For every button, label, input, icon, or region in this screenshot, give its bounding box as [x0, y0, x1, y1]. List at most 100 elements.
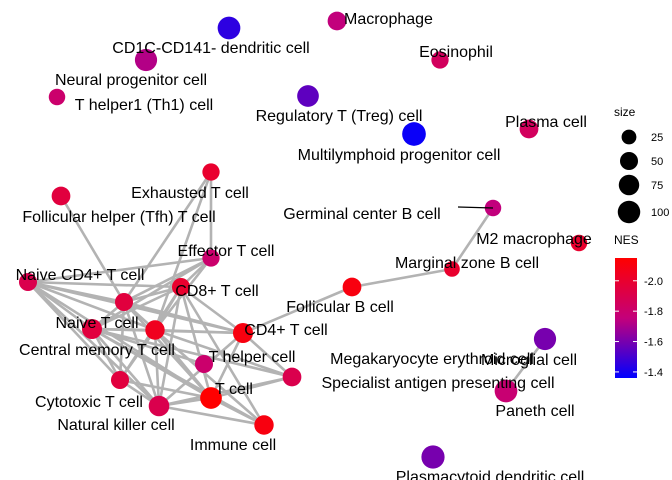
color-legend-label-3: -1.4 — [644, 367, 663, 379]
node-label-M2: M2 macrophage — [476, 231, 592, 248]
node-NaiveT — [114, 292, 134, 312]
node-label-Effector: Effector T cell — [178, 243, 275, 260]
node-label-Plasmacytoid: Plasmacytoid dendritic cell — [396, 469, 585, 480]
edge-Exhausted-CentralMem — [153, 170, 213, 332]
node-CD8 — [171, 277, 191, 297]
edge-layer — [26, 170, 547, 427]
label-leader-GCB — [457, 206, 494, 209]
node-PlasmaCell — [519, 119, 539, 139]
node-label-CD4: CD4+ T cell — [244, 322, 327, 339]
edge-Tcell-Cytotoxic — [118, 378, 213, 400]
edge-CD4-SpecialistAPC — [241, 331, 294, 379]
node-Th1 — [48, 88, 66, 106]
edge-CD8-Tcell — [179, 285, 213, 400]
edge-CentralMem-Immune — [153, 328, 266, 427]
node-layer — [18, 11, 588, 469]
color-legend-title: NES — [614, 233, 639, 247]
node-label-Macrophage: Macrophage — [344, 11, 433, 28]
node-Tfh — [51, 186, 71, 206]
edge-GCB-MZB — [450, 206, 495, 271]
node-Microglial — [533, 327, 557, 351]
size-legend-label-50: 50 — [651, 156, 663, 168]
node-Tcell — [200, 387, 222, 409]
node-DC — [217, 16, 241, 40]
node-label-Th1: T helper1 (Th1) cell — [75, 97, 213, 114]
color-legend-label-1: -1.8 — [644, 306, 663, 318]
node-label-Eosinophil: Eosinophil — [419, 44, 493, 61]
node-label-NK: Natural killer cell — [57, 417, 174, 434]
node-label-NaiveCD4: Naive CD4+ T cell — [16, 267, 145, 284]
edge-CD8-Immune — [179, 285, 266, 427]
size-legend-key-75 — [618, 174, 640, 196]
node-label-Tfh: Follicular helper (Tfh) T cell — [22, 209, 215, 226]
node-label-NaiveT: Naive T cell — [56, 315, 139, 332]
node-label-SpecialistAPC: Specialist antigen presenting cell — [321, 375, 554, 392]
node-label-Exhausted: Exhausted T cell — [131, 185, 249, 202]
edge-NaiveCD4-CD8 — [26, 280, 183, 289]
node-NK — [148, 395, 170, 417]
node-label-MLP: Multilymphoid progenitor cell — [298, 147, 501, 164]
label-layer: Macrophage CD1C-CD141- dendritic cell Eosi… — [16, 11, 592, 480]
edge-NaiveCD4-NK — [26, 280, 161, 408]
node-label-FolB: Follicular B cell — [286, 299, 394, 316]
edge-CentralMem-SpecialistAPC — [153, 328, 294, 379]
node-Treg — [297, 85, 319, 107]
size-legend-title: size — [614, 105, 636, 119]
size-legend-key-100 — [617, 200, 641, 224]
edge-NaiveT-CD4 — [122, 300, 245, 335]
node-label-MegaEry: Megakaryocyte erythroid cell — [330, 351, 534, 368]
node-label-CD8: CD8+ T cell — [175, 283, 258, 300]
node-Exhausted — [202, 163, 220, 181]
edge-NK-Immune — [157, 404, 266, 427]
edge-MZB-FolB — [350, 267, 454, 289]
node-label-NeuralProg: Neural progenitor cell — [55, 72, 207, 89]
node-CentralMem — [145, 320, 165, 340]
legend: size 25 50 75 100 NES -2.0 -1.8 -1.6 -1.4 — [614, 105, 669, 379]
node-MegaEry — [194, 354, 214, 374]
color-legend-label-2: -1.6 — [644, 337, 663, 349]
edge-FolB-CD4 — [241, 285, 354, 335]
node-Paneth — [494, 379, 518, 403]
node-label-MZB: Marginal zone B cell — [395, 255, 539, 272]
node-NeuralProg — [134, 48, 158, 72]
node-CD4 — [232, 322, 254, 344]
edge-CentralMem-Tcell — [153, 328, 213, 400]
edge-NaiveCD4-Cytotoxic — [26, 280, 122, 382]
node-MZB — [444, 261, 460, 277]
node-label-PlasmaCell: Plasma cell — [505, 114, 587, 131]
node-label-GCB: Germinal center B cell — [283, 206, 440, 223]
node-label-Immune: Immune cell — [190, 437, 276, 454]
node-Th — [81, 318, 103, 340]
node-label-Th: T helper cell — [209, 349, 296, 366]
node-SpecialistAPC — [282, 367, 302, 387]
node-Immune — [254, 415, 274, 435]
size-legend-label-25: 25 — [651, 132, 663, 144]
node-label-Paneth: Paneth cell — [495, 403, 574, 420]
edge-NK-SpecialistAPC — [157, 375, 294, 408]
size-legend-key-50 — [619, 151, 639, 171]
edge-NaiveT-Cytotoxic — [118, 300, 126, 382]
node-FolB — [342, 277, 362, 297]
edge-CD4-Tcell — [209, 331, 245, 400]
node-label-Treg: Regulatory T (Treg) cell — [256, 108, 423, 125]
node-label-DC: CD1C-CD141- dendritic cell — [112, 40, 309, 57]
node-label-CentralMem: Central memory T cell — [19, 342, 175, 359]
node-MLP — [402, 122, 426, 146]
node-label-Cytotoxic: Cytotoxic T cell — [35, 394, 143, 411]
edge-Th-NK — [90, 327, 161, 408]
size-legend-label-100: 100 — [651, 207, 669, 219]
edge-Th-MegaEry — [90, 327, 206, 366]
size-legend-key-25 — [621, 129, 637, 145]
size-legend-label-75: 75 — [651, 180, 663, 192]
node-Cytotoxic — [110, 370, 130, 390]
node-label-Tcell: T cell — [215, 381, 253, 398]
edge-Effector-NaiveCD4 — [26, 256, 213, 284]
node-Effector — [202, 249, 220, 267]
edge-CD8-CD4 — [179, 285, 245, 335]
edge-NaiveCD4-CentralMem — [26, 280, 157, 332]
color-legend-label-0: -2.0 — [644, 276, 663, 288]
node-Macrophage — [327, 11, 347, 31]
node-Plasmacytoid — [421, 445, 445, 469]
node-Eosinophil — [431, 51, 449, 69]
